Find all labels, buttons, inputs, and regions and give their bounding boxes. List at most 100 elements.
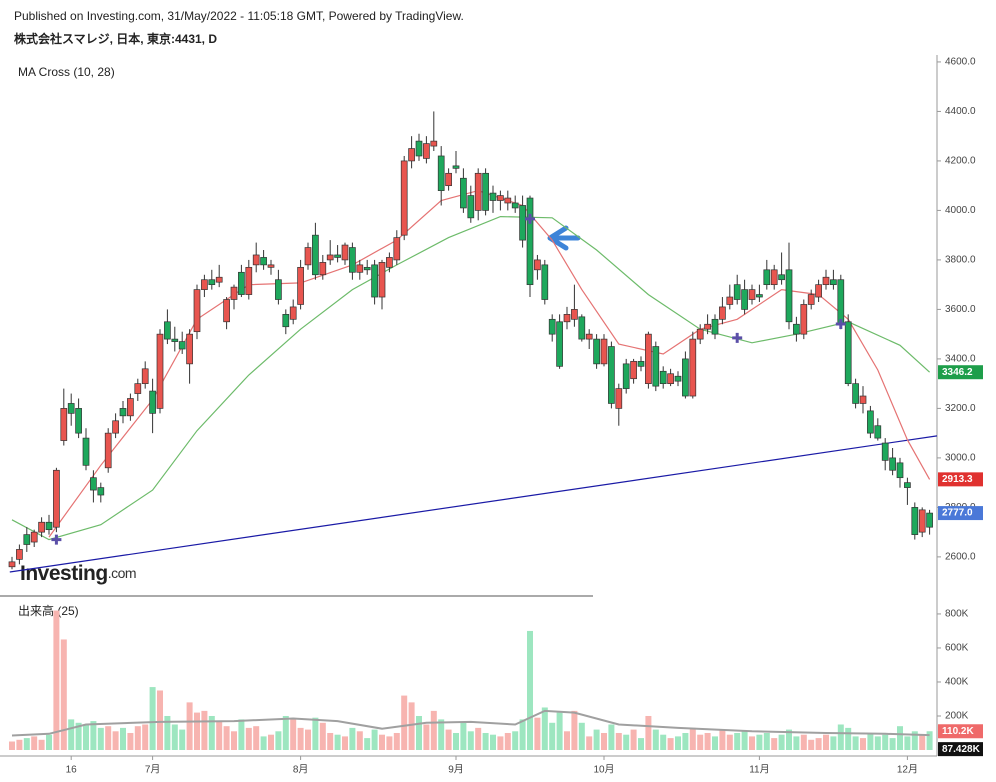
candle-body	[304, 247, 312, 266]
candle-body	[149, 390, 156, 414]
volume-bar	[490, 734, 496, 750]
candle-body	[711, 318, 719, 335]
candle-body	[356, 264, 364, 273]
volume-bar	[763, 732, 770, 750]
volume-bar	[275, 731, 282, 750]
volume-bar	[815, 738, 822, 750]
volume-bar	[808, 739, 815, 750]
candle-body	[548, 318, 556, 335]
candle-body	[156, 333, 164, 409]
volume-bar	[919, 734, 926, 750]
volume-bar	[408, 702, 415, 750]
candle-body	[645, 333, 652, 385]
volume-bar	[771, 738, 778, 750]
volume-bar	[823, 734, 829, 750]
candle-body	[763, 269, 771, 286]
volume-bar	[756, 734, 763, 750]
volume-bar	[541, 707, 548, 750]
y-tick-label: 3800.0	[945, 255, 976, 266]
volume-bar	[512, 731, 519, 750]
volume-bar	[260, 736, 267, 750]
volume-bar	[238, 719, 245, 750]
candle-body	[53, 469, 60, 528]
indicator-label: MA Cross (10, 28)	[18, 65, 115, 79]
candle-body	[770, 269, 778, 286]
candle-body	[867, 410, 874, 434]
volume-bar	[837, 724, 844, 750]
volume-bar	[882, 734, 889, 750]
volume-tick-label: 400K	[945, 677, 969, 688]
volume-bar	[571, 710, 578, 750]
candle-body	[349, 247, 356, 273]
candle-body	[164, 321, 171, 340]
candle-body	[238, 271, 245, 295]
volume-bar	[97, 727, 104, 750]
x-tick-label: 8月	[293, 764, 309, 776]
candle-body	[756, 294, 763, 298]
volume-bar	[741, 731, 748, 750]
cross-signal	[525, 213, 535, 224]
volume-bar	[342, 736, 348, 750]
y-tick-label: 3600.0	[945, 304, 976, 315]
candle-body	[230, 286, 238, 300]
candle-body	[667, 373, 674, 385]
candle-body	[600, 338, 608, 365]
ma10-badge-text: 2913.3	[942, 474, 973, 485]
candle-body	[445, 172, 452, 187]
logo-suffix: .com	[108, 565, 136, 581]
candle-body	[90, 477, 97, 491]
volume-bar	[186, 702, 193, 750]
candle-body	[141, 368, 149, 385]
candle-body	[896, 462, 904, 479]
volume-bar	[60, 639, 67, 750]
volume-badge	[938, 724, 983, 739]
volume-bar	[534, 717, 541, 750]
candle-body	[815, 284, 822, 298]
volume-bar	[911, 731, 918, 750]
volume-bar	[689, 727, 696, 750]
candle-body	[497, 195, 504, 201]
volume-bar	[356, 731, 363, 750]
candle-body	[282, 314, 290, 328]
volume-bar	[38, 739, 45, 750]
candle-body	[45, 521, 53, 531]
x-tick-label: 12月	[897, 764, 918, 776]
x-tick-label: 10月	[593, 764, 614, 776]
candle-body	[585, 333, 593, 340]
candle-body	[696, 328, 704, 340]
candle-body	[622, 363, 630, 389]
arrow-icon	[547, 225, 581, 251]
candle-body	[201, 279, 208, 290]
volume-bar	[334, 734, 341, 750]
candle-body	[719, 306, 726, 320]
volume-ma-badge-text: 87.428K	[942, 744, 981, 755]
volume-bar	[16, 739, 23, 750]
candle-body	[534, 259, 541, 271]
candle-body	[704, 323, 711, 330]
price-badge	[938, 506, 983, 521]
candle-body	[733, 284, 741, 300]
volume-tick-label: 800K	[945, 609, 969, 620]
volume-bar	[290, 719, 297, 750]
volume-bar	[68, 719, 75, 750]
candle-body	[127, 398, 134, 417]
volume-bar	[438, 719, 445, 750]
volume-bar	[712, 736, 718, 750]
candle-body	[563, 314, 571, 323]
volume-bar	[586, 736, 593, 750]
candle-body	[807, 294, 815, 305]
candle-body	[822, 276, 830, 286]
candle-body	[289, 306, 297, 320]
candle-body	[38, 521, 45, 533]
volume-bar	[704, 732, 711, 750]
volume-bar	[445, 729, 452, 750]
candle-body	[452, 165, 460, 169]
volume-bar	[867, 732, 874, 750]
volume-bar	[305, 729, 311, 750]
volume-bar	[874, 736, 881, 750]
candle-body	[134, 383, 142, 394]
candle-body	[267, 264, 275, 268]
volume-bar	[675, 736, 681, 750]
y-tick-label: 3200.0	[945, 403, 976, 414]
